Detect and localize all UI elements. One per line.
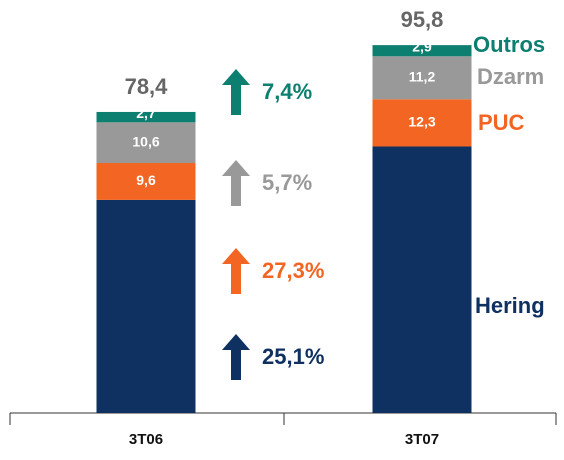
bar-segment — [96, 199, 196, 413]
legend-label: Hering — [475, 293, 545, 318]
legend-label: Outros — [473, 32, 545, 57]
growth-arrow — [222, 69, 250, 115]
bar-segment — [96, 122, 196, 164]
legend-label: Dzarm — [477, 64, 544, 89]
bar-segment — [372, 146, 472, 413]
legend-label: PUC — [478, 110, 525, 135]
growth-label: 27,3% — [262, 258, 324, 283]
total-label: 78,4 — [125, 74, 169, 99]
value-label: 69,4 — [408, 24, 435, 40]
value-label: 12,3 — [408, 114, 435, 130]
growth-arrow — [222, 248, 250, 294]
growth-label: 25,1% — [262, 344, 324, 369]
growth-label: 5,7% — [262, 170, 312, 195]
x-tick-label: 3T07 — [405, 431, 439, 448]
value-label: 2,9 — [412, 38, 432, 54]
bar-segment — [372, 99, 472, 147]
value-label: 2,7 — [136, 105, 156, 121]
bar-segment — [372, 45, 472, 57]
total-label: 95,8 — [401, 7, 444, 32]
value-label: 10,6 — [132, 133, 159, 149]
bar-segment — [96, 111, 196, 123]
value-label: 9,6 — [136, 172, 156, 188]
growth-label: 7,4% — [262, 79, 312, 104]
bar-segment — [96, 163, 196, 200]
growth-arrow — [222, 334, 250, 380]
growth-arrow — [222, 160, 250, 206]
value-label: 11,2 — [409, 68, 436, 84]
x-tick-label: 3T06 — [129, 431, 163, 448]
bar-segment — [372, 56, 472, 100]
